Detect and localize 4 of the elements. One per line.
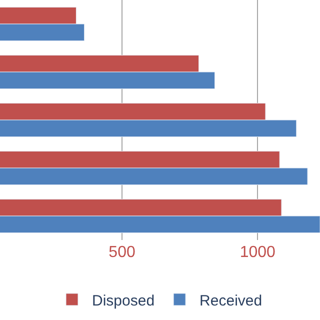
- legend-label: Received: [200, 292, 262, 310]
- legend-label: Disposed: [92, 292, 155, 310]
- x-tick-label: 1000: [240, 244, 276, 261]
- x-tick-label: 500: [108, 244, 136, 261]
